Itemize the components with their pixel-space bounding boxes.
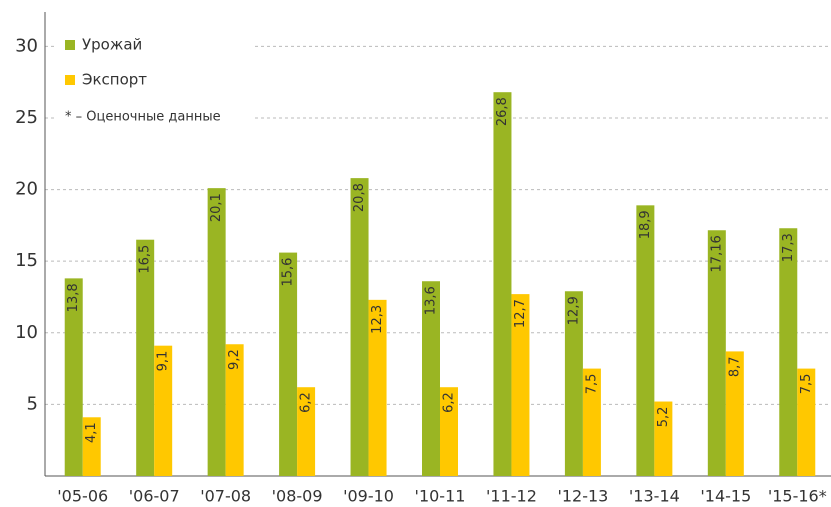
value-label: 26,8 (495, 97, 510, 126)
value-label: 12,3 (370, 305, 385, 334)
legend-label: Урожай (82, 36, 142, 54)
bar (82, 417, 101, 476)
y-tick-label: 5 (27, 393, 38, 414)
legend-swatch (65, 75, 75, 85)
bar (707, 230, 726, 476)
bar (797, 368, 816, 476)
bar (207, 188, 226, 477)
y-tick-label: 20 (15, 179, 38, 200)
value-label: 16,5 (138, 245, 153, 274)
value-label: 12,7 (513, 299, 528, 328)
y-tick-label: 10 (15, 322, 38, 343)
bar (582, 368, 601, 476)
x-tick-label: '09-10 (343, 487, 394, 506)
y-tick-label: 15 (15, 250, 38, 271)
bar (511, 294, 530, 476)
value-label: 6,2 (442, 392, 457, 413)
value-label: 6,2 (299, 392, 314, 413)
bar (154, 345, 173, 476)
value-label: 7,5 (799, 374, 814, 395)
bar (564, 291, 583, 476)
value-label: 17,3 (781, 233, 796, 262)
value-label: 17,16 (709, 235, 724, 272)
bar (779, 228, 798, 476)
value-label: 13,6 (424, 286, 439, 315)
x-tick-label: '15-16* (768, 487, 827, 506)
x-tick-label: '11-12 (486, 487, 537, 506)
x-tick-label: '06-07 (129, 487, 180, 506)
bar (297, 387, 316, 476)
legend-bg (55, 28, 255, 132)
bar (440, 387, 458, 476)
bar (279, 252, 298, 476)
value-label: 12,9 (566, 296, 581, 325)
bar (493, 92, 512, 476)
value-label: 9,2 (227, 349, 242, 370)
value-label: 7,5 (584, 374, 599, 395)
annotation: * – Оценочные данные (65, 110, 221, 125)
value-label: 15,6 (281, 258, 296, 287)
bar (368, 299, 387, 476)
legend-swatch (65, 40, 75, 50)
x-tick-label: '08-09 (272, 487, 323, 506)
value-label: 4,1 (84, 422, 99, 443)
bar (654, 401, 673, 476)
bar (636, 205, 655, 477)
bar (422, 281, 440, 476)
y-tick-label: 25 (15, 107, 38, 128)
value-label: 5,2 (656, 407, 671, 428)
value-label: 13,8 (66, 283, 81, 312)
y-tick-label: 30 (15, 35, 38, 56)
value-label: 20,1 (209, 193, 224, 222)
x-tick-label: '05-06 (57, 487, 108, 506)
legend-label: Экспорт (82, 71, 147, 89)
value-label: 8,7 (727, 356, 742, 377)
bar (64, 278, 83, 476)
bar (350, 178, 369, 476)
value-label: 9,1 (156, 351, 171, 372)
bar (136, 239, 155, 476)
bar (725, 351, 744, 476)
x-tick-label: '07-08 (200, 487, 251, 506)
x-tick-label: '13-14 (629, 487, 680, 506)
x-tick-label: '12-13 (557, 487, 608, 506)
value-label: 20,8 (352, 183, 367, 212)
value-label: 18,9 (638, 210, 653, 239)
bar (225, 344, 244, 476)
x-tick-label: '10-11 (415, 487, 466, 506)
x-tick-label: '14-15 (700, 487, 751, 506)
